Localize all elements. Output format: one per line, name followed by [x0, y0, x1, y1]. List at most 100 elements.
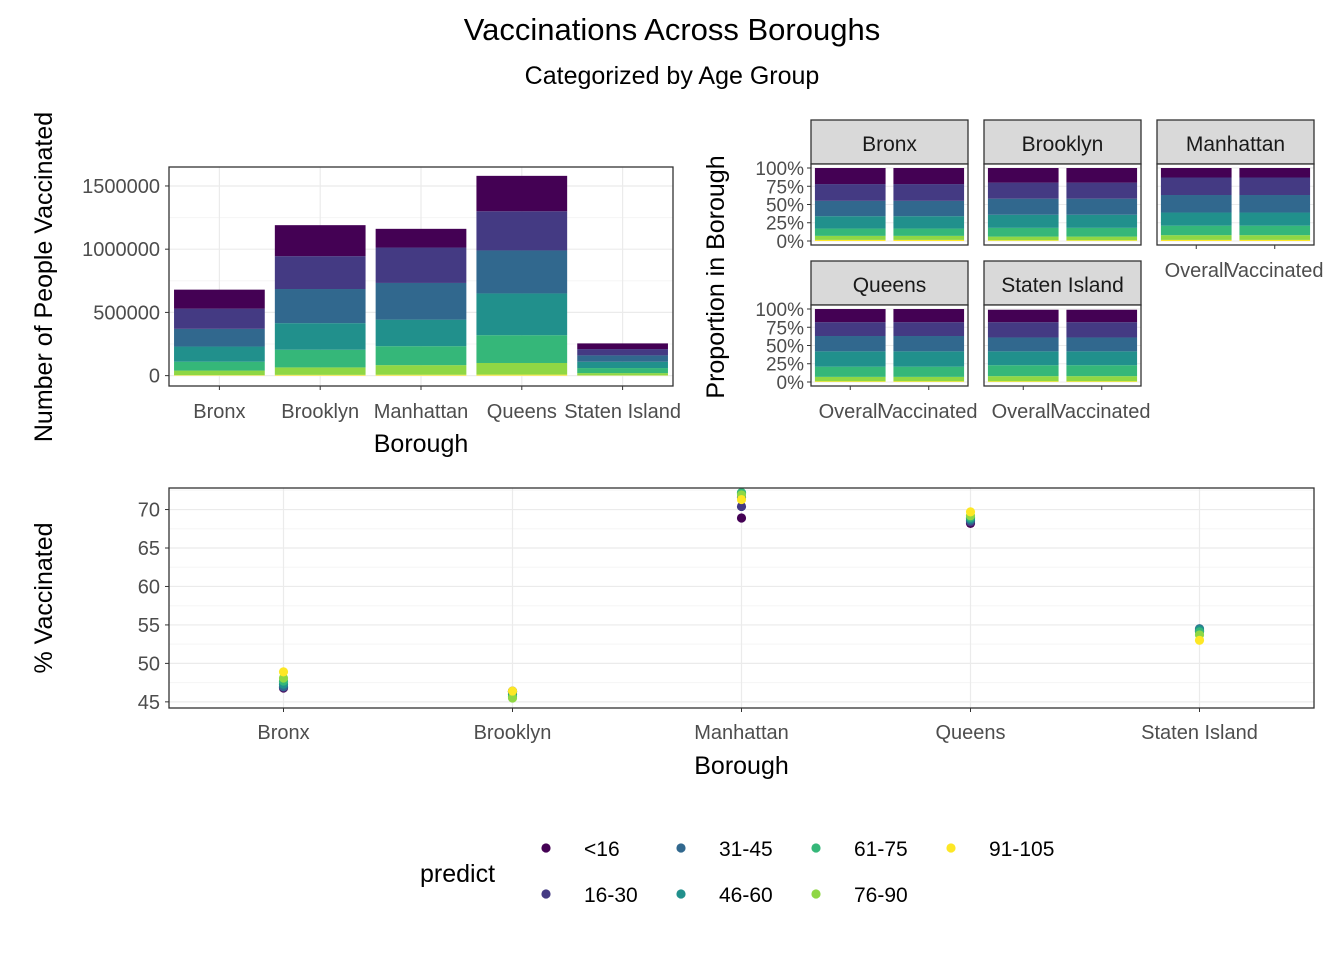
bar-segment — [1239, 235, 1311, 240]
y-tick-label: 70 — [138, 500, 160, 522]
bar-segment — [577, 368, 668, 374]
legend-label: 61-75 — [854, 838, 908, 861]
bar-segment — [1239, 239, 1311, 241]
y-axis-title: Number of People Vaccinated — [30, 112, 58, 442]
bar-segment — [174, 375, 265, 376]
bar-segment — [893, 235, 965, 240]
legend: predict <16 16-30 31-45 46-60 61-75 76-90 91-10… — [420, 838, 1054, 907]
bar-segment — [987, 240, 1059, 241]
x-tick-label: Overall — [819, 401, 882, 423]
scatter-point — [1194, 635, 1205, 645]
x-tick-label: Overall — [992, 401, 1055, 423]
bar-segment — [1160, 239, 1232, 241]
bar-segment — [893, 200, 965, 217]
scatter-point — [507, 693, 518, 703]
x-tick-label: Vaccinated — [880, 401, 977, 423]
bar-segment — [1066, 214, 1138, 228]
bar-segment — [814, 381, 886, 382]
x-axis-title: Borough — [694, 752, 789, 780]
bar-segment — [987, 365, 1059, 377]
legend-label: 46-60 — [719, 884, 773, 907]
x-tick-label: Staten Island — [1141, 722, 1258, 744]
bar-segment — [814, 322, 886, 337]
facet-strip — [1156, 119, 1315, 165]
bar-segment — [1066, 240, 1138, 241]
bar-segment — [274, 374, 366, 376]
y-tick-label: 1000000 — [82, 239, 160, 261]
y-axis-title: % Vaccinated — [30, 522, 58, 673]
bar-segment — [987, 227, 1059, 237]
legend-label: 91-105 — [989, 838, 1054, 861]
bar-segment — [814, 200, 886, 217]
bar-segment — [1239, 195, 1311, 213]
bar-segment — [375, 319, 467, 347]
y-tick-label: 0 — [149, 366, 160, 388]
bar-segment — [577, 343, 668, 350]
scatter-point — [736, 501, 747, 512]
x-tick-label: Manhattan — [374, 401, 469, 423]
legend-key — [676, 889, 686, 899]
plot-border — [983, 304, 1142, 387]
y-tick-label: 0% — [777, 373, 805, 394]
percent-scatter-chart: 45 50 55 60 65 70 Bronx Brooklyn Manhattan Queens… — [30, 487, 1315, 780]
bar-segment — [577, 349, 668, 356]
bar-segment — [814, 184, 886, 201]
bar-segment — [1066, 376, 1138, 382]
plot-border — [983, 163, 1142, 246]
bar-segment — [814, 351, 886, 367]
legend-key — [811, 843, 821, 853]
bar-segment — [375, 374, 467, 376]
legend-label: <16 — [584, 838, 620, 861]
bar-segment — [814, 366, 886, 377]
bar-segment — [1239, 212, 1311, 226]
bar-segment — [814, 235, 886, 240]
bar-segment — [375, 365, 467, 375]
chart-subtitle: Categorized by Age Group — [525, 62, 820, 90]
bar-segment — [987, 214, 1059, 228]
bar-segment — [174, 346, 265, 362]
bar-segment — [1066, 322, 1138, 338]
x-tick-label: Overall — [1165, 260, 1228, 282]
bar-segment — [1066, 309, 1138, 323]
bar-segment — [893, 351, 965, 367]
scatter-point — [736, 513, 747, 523]
facet-strip — [983, 260, 1142, 306]
bar-segment — [476, 175, 568, 212]
bar-segment — [476, 293, 568, 336]
bar-segment — [577, 373, 668, 376]
y-tick-label: 50 — [138, 653, 160, 675]
bar-segment — [174, 289, 265, 309]
bar-segment — [274, 367, 366, 375]
bar-segment — [814, 336, 886, 352]
bar-segment — [814, 239, 886, 241]
scatter-point — [278, 667, 289, 677]
x-tick-label: Staten Island — [564, 401, 681, 423]
bar-segment — [1066, 227, 1138, 237]
y-tick-label: 50% — [766, 337, 804, 358]
bar-segment — [174, 370, 265, 376]
bar-segment — [987, 337, 1059, 352]
bar-segment — [375, 282, 467, 320]
y-tick-label: 25% — [766, 355, 804, 376]
bar-segment — [814, 309, 886, 323]
legend-label: 76-90 — [854, 884, 908, 907]
bar-segment — [893, 381, 965, 382]
bar-segment — [174, 361, 265, 371]
bar-segment — [1160, 195, 1232, 213]
x-tick-label: Brooklyn — [474, 722, 552, 744]
x-tick-label: Brooklyn — [281, 401, 359, 423]
bar-segment — [1160, 168, 1232, 178]
bar-segment — [1160, 235, 1232, 240]
scatter-point — [965, 507, 976, 517]
bar-segment — [814, 228, 886, 236]
y-tick-label: 65 — [138, 538, 160, 560]
bar-segment — [893, 216, 965, 229]
bar-segment — [476, 250, 568, 294]
bar-segment — [987, 198, 1059, 215]
bar-segment — [893, 168, 965, 185]
bar-segment — [987, 168, 1059, 183]
bar-segment — [987, 309, 1059, 323]
x-tick-label: Queens — [487, 401, 557, 423]
